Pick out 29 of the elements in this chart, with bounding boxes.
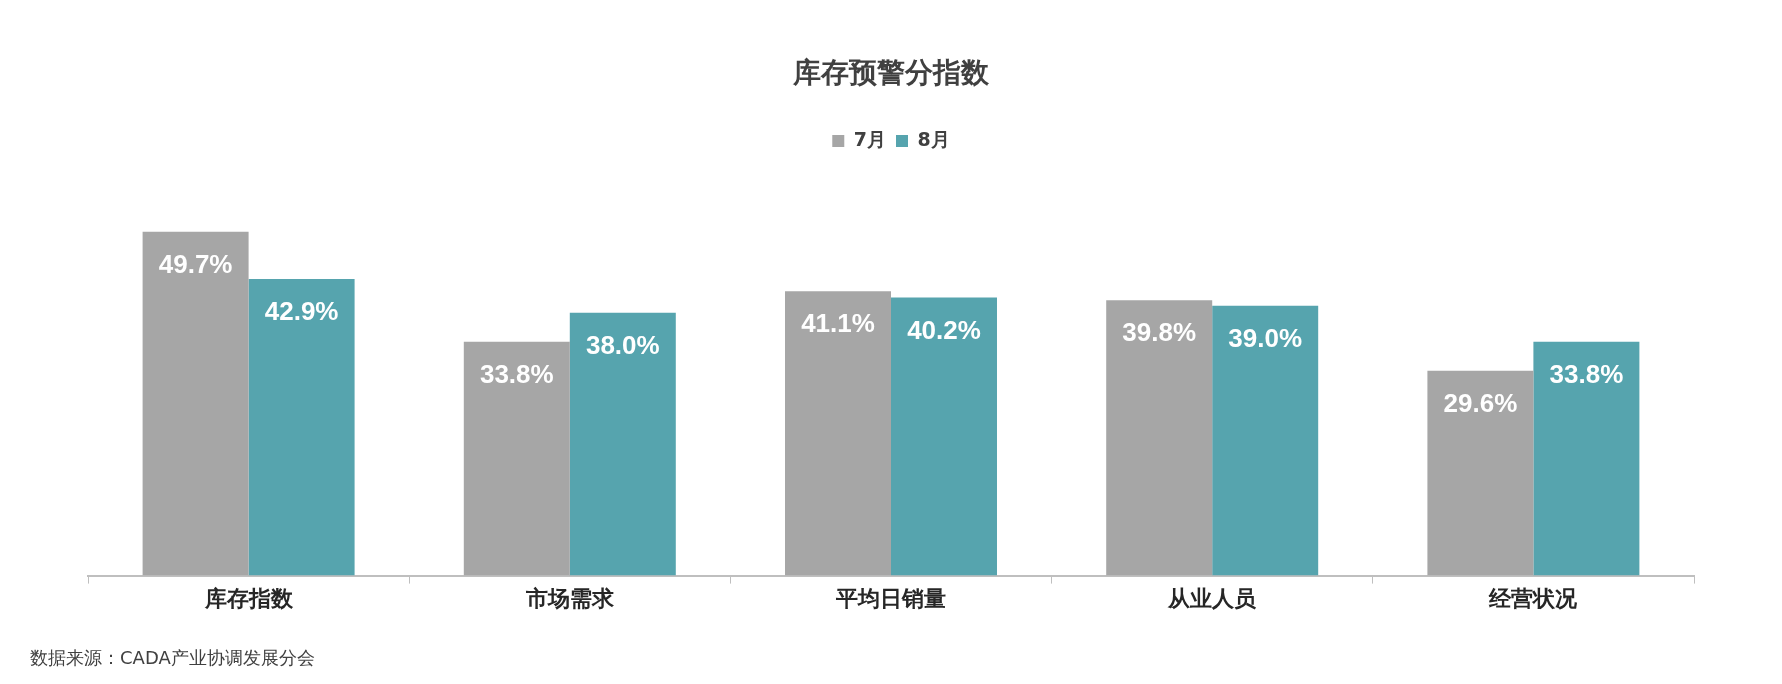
bar (1106, 300, 1213, 576)
bar (463, 341, 570, 576)
bar (142, 231, 249, 576)
data-label: 33.8% (1549, 358, 1624, 389)
bar (1533, 341, 1640, 576)
data-label: 33.8% (479, 358, 554, 389)
x-tick-label: 经营状况 (1488, 585, 1579, 611)
source-note: 数据来源：CADA产业协调发展分会 (30, 646, 315, 668)
legend-label: 8月 (917, 128, 950, 151)
legend-label: 7月 (853, 128, 887, 151)
x-tick-label: 从业人员 (1167, 585, 1258, 611)
data-label: 42.9% (264, 296, 339, 327)
bar (785, 291, 891, 576)
data-label: 39.8% (1122, 317, 1197, 348)
bar (248, 278, 355, 576)
data-label: 29.6% (1443, 388, 1518, 419)
chart-title: 库存预警分指数 (792, 56, 990, 90)
bar (569, 312, 676, 576)
data-label: 38.0% (585, 329, 660, 360)
data-label: 39.0% (1228, 323, 1303, 354)
x-tick-label: 市场需求 (524, 585, 615, 611)
data-label: 49.7% (158, 249, 233, 280)
bar (1427, 370, 1534, 576)
bar (1212, 305, 1319, 576)
x-tick-label: 平均日销量 (835, 585, 946, 611)
data-label: 41.1% (801, 308, 875, 339)
x-tick-label: 库存指数 (203, 585, 294, 611)
data-label: 40.2% (907, 314, 981, 345)
bar (891, 297, 997, 576)
